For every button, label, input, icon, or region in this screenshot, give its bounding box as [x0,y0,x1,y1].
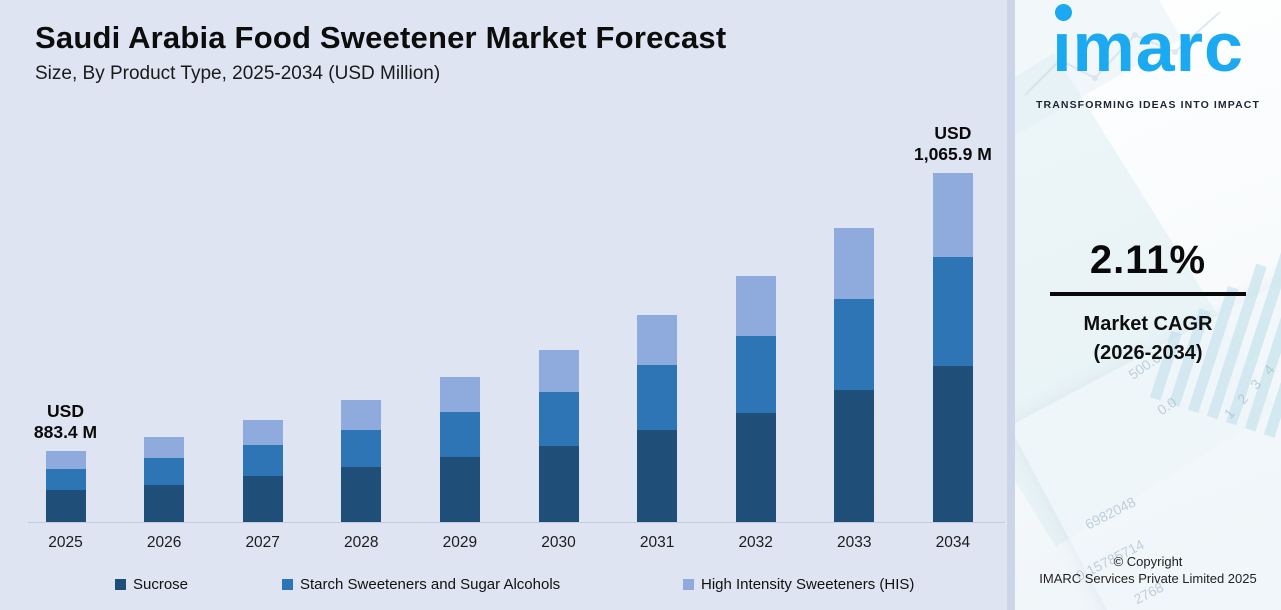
legend-item-sucrose: Sucrose [115,576,188,593]
copyright-line1: © Copyright [1113,554,1183,569]
panel-divider [1007,0,1015,610]
bar-2029 [439,377,480,522]
segment-starch-sweeteners-and-sugar-alcohols-2026 [144,458,185,485]
segment-starch-sweeteners-and-sugar-alcohols-2033 [834,299,875,390]
x-axis-label-2027: 2027 [245,534,280,551]
segment-sucrose-2031 [637,430,678,522]
segment-sucrose-2032 [735,413,776,522]
segment-high-intensity-sweeteners-his-2032 [735,276,776,336]
legend-label-high-intensity-sweeteners-his: High Intensity Sweeteners (HIS) [701,576,915,593]
chart-subtitle: Size, By Product Type, 2025-2034 (USD Mi… [35,63,441,84]
segment-sucrose-2030 [538,446,579,522]
segment-sucrose-2025 [45,490,86,522]
bar-2026 [144,437,185,522]
logo-tagline: TRANSFORMING IDEAS INTO IMPACT [1036,99,1260,111]
cagr-period: (2026-2034) [1093,342,1203,364]
segment-sucrose-2028 [341,467,382,522]
x-axis-label-2028: 2028 [344,534,379,551]
legend-item-starch-sweeteners-and-sugar-alcohols: Starch Sweeteners and Sugar Alcohols [282,576,560,593]
logo-dot [1055,4,1073,21]
segment-high-intensity-sweeteners-his-2031 [637,315,678,365]
segment-high-intensity-sweeteners-his-2026 [144,437,185,458]
cagr-divider-rule [1050,292,1246,296]
segment-starch-sweeteners-and-sugar-alcohols-2030 [538,392,579,446]
legend-swatch-high-intensity-sweeteners-his [683,579,694,590]
segment-starch-sweeteners-and-sugar-alcohols-2034 [932,257,973,366]
x-axis-label-2029: 2029 [442,534,478,551]
bar-2027 [242,420,283,522]
bar-2030 [538,350,579,522]
copyright-line2: IMARC Services Private Limited 2025 [1039,571,1257,586]
segment-high-intensity-sweeteners-his-2027 [242,420,283,445]
background-line-chart-decoration [1024,11,1221,96]
bar-2034 [932,173,973,522]
segment-starch-sweeteners-and-sugar-alcohols-2029 [439,412,480,457]
value-label-2034: USD 1,065.9 M [913,123,992,164]
bar-2028 [341,400,382,522]
x-axis-label-2030: 2030 [541,534,576,551]
segment-starch-sweeteners-and-sugar-alcohols-2032 [735,336,776,413]
cagr-block: 2.11% Market CAGR (2026-2034) [1015,238,1281,368]
segment-starch-sweeteners-and-sugar-alcohols-2028 [341,430,382,467]
segment-starch-sweeteners-and-sugar-alcohols-2025 [45,469,86,490]
x-axis-label-2026: 2026 [146,534,182,551]
segment-sucrose-2027 [242,476,283,522]
legend-label-sucrose: Sucrose [133,576,189,593]
chart-panel: Saudi Arabia Food Sweetener Market Forec… [28,20,1005,593]
bar-2025 [45,451,86,522]
brand-panel: 500.0 0.0 1 2 3 4 6982048 0.15785714 276… [1015,0,1281,610]
segment-starch-sweeteners-and-sugar-alcohols-2027 [242,445,283,476]
segment-sucrose-2034 [932,366,973,522]
legend-swatch-sucrose [115,579,126,590]
logo-text: ımarc [1052,8,1244,86]
x-axis-label-2033: 2033 [837,534,872,551]
bar-2032 [735,276,776,522]
segment-sucrose-2029 [439,457,480,522]
legend-item-high-intensity-sweeteners-his: High Intensity Sweeteners (HIS) [683,576,914,593]
segment-sucrose-2026 [144,485,185,522]
copyright-notice: © Copyright IMARC Services Private Limit… [1015,553,1281,587]
x-axis-line [28,522,1005,523]
x-axis-label-2031: 2031 [639,534,675,551]
x-axis-label-2032: 2032 [738,534,773,551]
segment-sucrose-2033 [834,390,875,522]
imarc-logo: ımarc [1015,4,1281,82]
x-axis-label-2025: 2025 [48,534,83,551]
cagr-value: 2.11% [1089,238,1207,282]
chart-title: Saudi Arabia Food Sweetener Market Forec… [35,20,727,55]
segment-high-intensity-sweeteners-his-2034 [932,173,973,257]
background-number: 6982048 [1082,493,1139,533]
segment-high-intensity-sweeteners-his-2028 [341,400,382,430]
segment-high-intensity-sweeteners-his-2025 [45,451,86,469]
legend-label-starch-sweeteners-and-sugar-alcohols: Starch Sweeteners and Sugar Alcohols [300,576,561,593]
segment-high-intensity-sweeteners-his-2030 [538,350,579,392]
x-axis-label-2034: 2034 [935,534,971,551]
bar-2033 [834,228,875,522]
bar-2031 [637,315,678,522]
segment-high-intensity-sweeteners-his-2033 [834,228,875,299]
value-label-2025: USD 883.4 M [33,401,98,442]
segment-starch-sweeteners-and-sugar-alcohols-2031 [637,365,678,430]
segment-high-intensity-sweeteners-his-2029 [439,377,480,412]
legend-swatch-starch-sweeteners-and-sugar-alcohols [282,579,293,590]
cagr-label: Market CAGR [1083,313,1213,335]
